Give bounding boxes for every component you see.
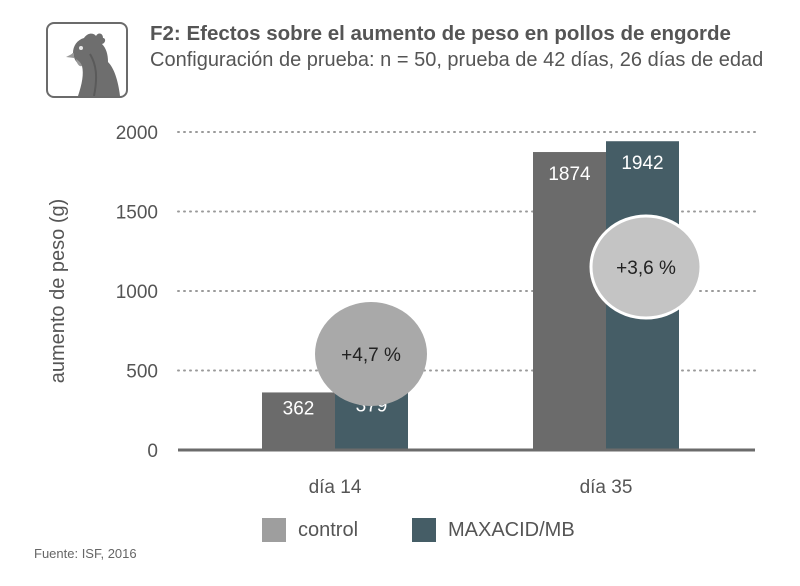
y-tick-label: 0 [147,441,158,462]
annotation-bubble [315,302,427,406]
x-tick-label: día 14 [309,477,362,498]
chart-subtitle: Configuración de prueba: n = 50, prueba … [150,49,764,71]
bar-value-label: 1942 [621,153,663,174]
source-note: Fuente: ISF, 2016 [34,546,137,561]
y-tick-label: 1000 [116,282,158,303]
chicken-icon-frame [46,22,128,98]
chart-title: F2: Efectos sobre el aumento de peso en … [150,22,731,45]
legend: control MAXACID/MB [0,518,800,548]
bar-value-label: 362 [283,398,315,419]
annotation-label: +4,7 % [341,345,401,366]
chicken-icon [66,33,120,96]
legend-item-control: control [262,518,358,542]
legend-swatch-control [262,518,286,542]
legend-item-maxacid: MAXACID/MB [412,518,575,542]
y-axis-label: aumento de peso (g) [47,199,69,384]
y-tick-label: 1500 [116,203,158,224]
legend-swatch-maxacid [412,518,436,542]
y-tick-label: 2000 [116,123,158,144]
bar [533,152,606,450]
bar-value-label: 1874 [548,164,591,185]
legend-label-maxacid: MAXACID/MB [448,518,575,541]
annotation-label: +3,6 % [616,258,676,279]
y-tick-label: 500 [126,362,158,383]
annotation-bubble [589,214,703,320]
x-tick-label: día 35 [580,477,633,498]
bar [262,392,335,450]
legend-label-control: control [298,518,359,541]
